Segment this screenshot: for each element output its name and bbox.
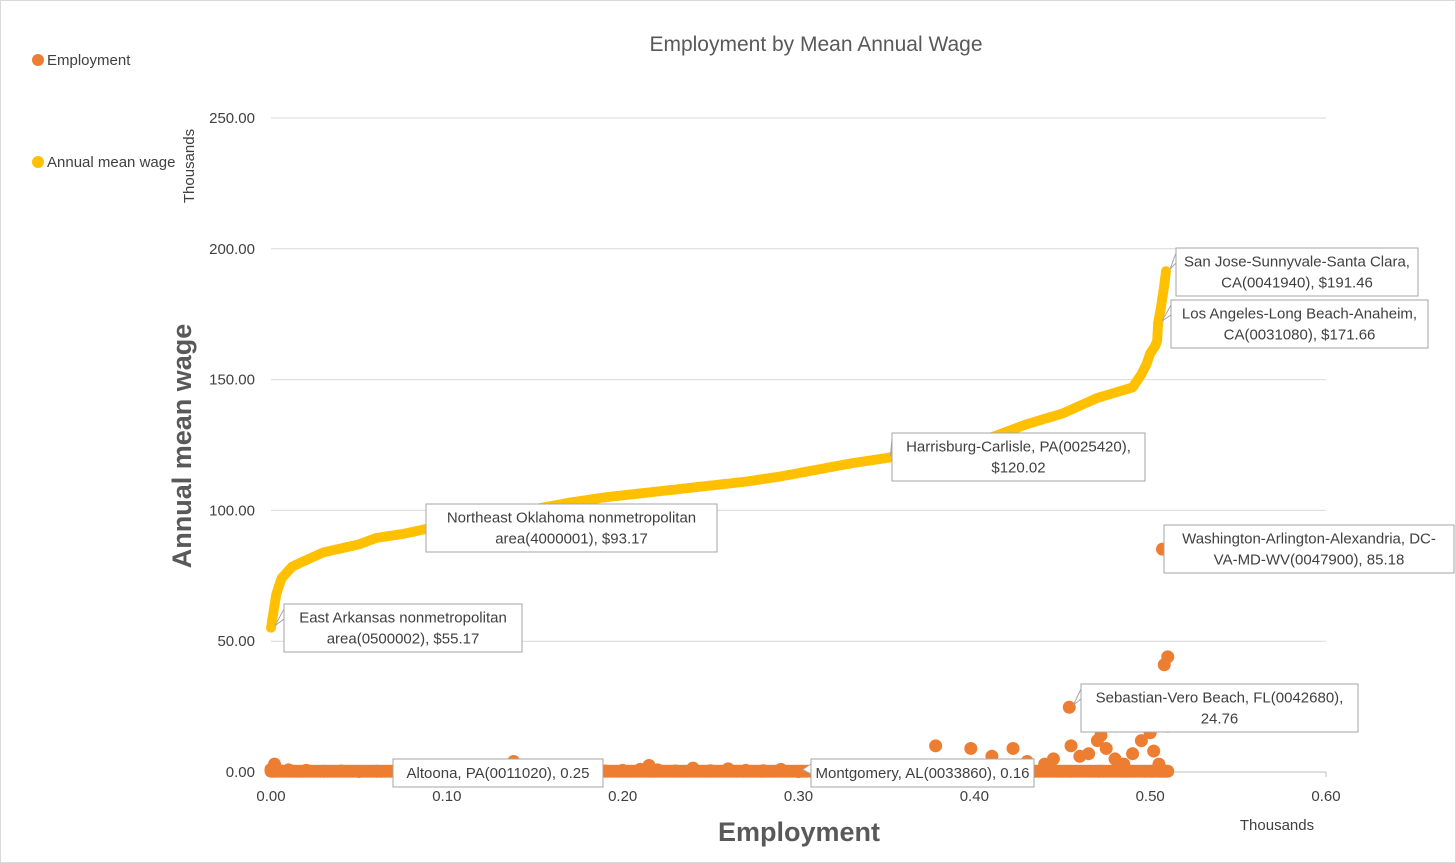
y-tick-label: 0.00 [226,764,255,781]
y-tick-label: 150.00 [209,372,255,389]
employment-point [1046,752,1060,766]
employment-point [686,761,700,775]
callout-text: CA(0031080), $171.66 [1224,327,1376,344]
x-tick-label: 0.40 [960,788,989,805]
x-axis-title: Employment [718,817,880,847]
callout-text: Montgomery, AL(0033860), 0.16 [815,765,1029,782]
x-tick-label: 0.00 [256,788,285,805]
employment-point [1006,741,1020,755]
employment-point [774,762,788,776]
callout-box [810,758,1035,788]
employment-point [651,763,665,777]
employment-point [370,764,383,778]
y-tick-label: 50.00 [217,633,255,650]
employment-point [1082,747,1096,761]
callout-text: Los Angeles-Long Beach-Anaheim, [1182,306,1417,323]
y-tick-label: 200.00 [209,241,255,258]
employment-point [704,764,718,778]
callout-box [891,432,1146,482]
callout-box [392,758,604,788]
callout: San Jose-Sunnyvale-Santa Clara, CA(004194… [1169,247,1419,297]
callout-box [1175,247,1419,297]
x-tick-label: 0.50 [1136,788,1165,805]
wage-point [1160,266,1171,277]
callout: Sebastian-Vero Beach, FL(0042680), 24.76 [1072,683,1359,733]
employment-point [1062,700,1076,714]
callout: Los Angeles-Long Beach-Anaheim, CA(003108… [1161,299,1429,349]
callout-text: Harrisburg-Carlisle, PA(0025420), [906,439,1131,456]
callout-text: VA-MD-WV(0047900), 85.18 [1214,552,1405,569]
employment-point [756,764,770,778]
callout-text: area(0500002), $55.17 [327,631,480,648]
employment-point [1134,734,1148,748]
legend-label-employment: Employment [47,52,131,69]
callout-text: Northeast Oklahoma nonmetropolitan [447,510,696,527]
callout-pointer [1072,688,1082,706]
y-axis-unit-label: Thousands [181,129,198,203]
employment-point [1161,764,1175,778]
employment-point [334,764,348,778]
callout: Washington-Arlington-Alexandria, DC- VA-M… [1163,524,1455,574]
callout-pointer [1169,252,1177,270]
employment-point [1064,739,1078,753]
legend-label-annual-mean-wage: Annual mean wage [47,154,175,171]
x-tick-label: 0.20 [608,788,637,805]
employment-point [929,739,943,753]
employment-point [1161,650,1175,664]
x-tick-label: 0.10 [432,788,461,805]
x-tick-label: 0.30 [784,788,813,805]
employment-point [792,765,805,779]
callout-text: $120.02 [991,460,1045,477]
callout: Altoona, PA(0011020), 0.25 [392,758,604,788]
chart-title: Employment by Mean Annual Wage [649,33,982,56]
x-tick-labels: 0.00 0.10 0.20 0.30 0.40 0.50 0.60 [256,788,1340,805]
callout-text: 24.76 [1201,711,1239,728]
callout-text: Sebastian-Vero Beach, FL(0042680), [1096,690,1344,707]
employment-point [616,763,630,777]
y-tick-label: 100.00 [209,502,255,519]
employment-point [1117,757,1131,771]
callout-text: East Arkansas nonmetropolitan [299,610,507,627]
employment-point [1126,747,1140,761]
y-axis-title: Annual mean wage [167,324,197,569]
x-axis-unit-label: Thousands [1240,817,1314,834]
callout: Northeast Oklahoma nonmetropolitan area(4… [425,503,718,553]
callout-text: area(4000001), $93.17 [495,531,648,548]
employment-point [721,762,735,776]
callout: Montgomery, AL(0033860), 0.16 [801,758,1035,788]
employment-point [352,764,366,778]
callout-box [1080,683,1359,733]
legend-marker-annual-mean-wage [32,156,44,168]
legend-marker-employment [32,54,44,66]
callout-text: Washington-Arlington-Alexandria, DC- [1182,531,1436,548]
callout-box [1170,299,1429,349]
employment-point [668,764,682,778]
legend: Employment Annual mean wage [32,52,175,171]
series-employment [264,542,1175,779]
callout: Harrisburg-Carlisle, PA(0025420), $120.02 [889,432,1146,482]
employment-point [317,764,331,778]
employment-point [1147,744,1161,758]
employment-point [1152,757,1166,771]
y-tick-labels: 0.00 50.00 100.00 150.00 200.00 250.00 [209,110,255,781]
callout-text: Altoona, PA(0011020), 0.25 [407,765,590,782]
callout-box [425,503,718,553]
callout-box [283,603,523,653]
callout-box [1163,524,1455,574]
y-tick-label: 250.00 [209,110,255,127]
x-tick-label: 0.60 [1311,788,1340,805]
callout-text: San Jose-Sunnyvale-Santa Clara, [1184,254,1410,271]
employment-point [739,763,753,777]
employment-point [964,741,978,755]
employment-point [282,763,296,777]
callout-text: CA(0041940), $191.46 [1221,275,1373,292]
employment-point [1099,741,1113,755]
data-callouts: East Arkansas nonmetropolitan area(050000… [274,247,1455,788]
callout: East Arkansas nonmetropolitan area(050000… [274,603,523,653]
employment-point [299,763,313,777]
